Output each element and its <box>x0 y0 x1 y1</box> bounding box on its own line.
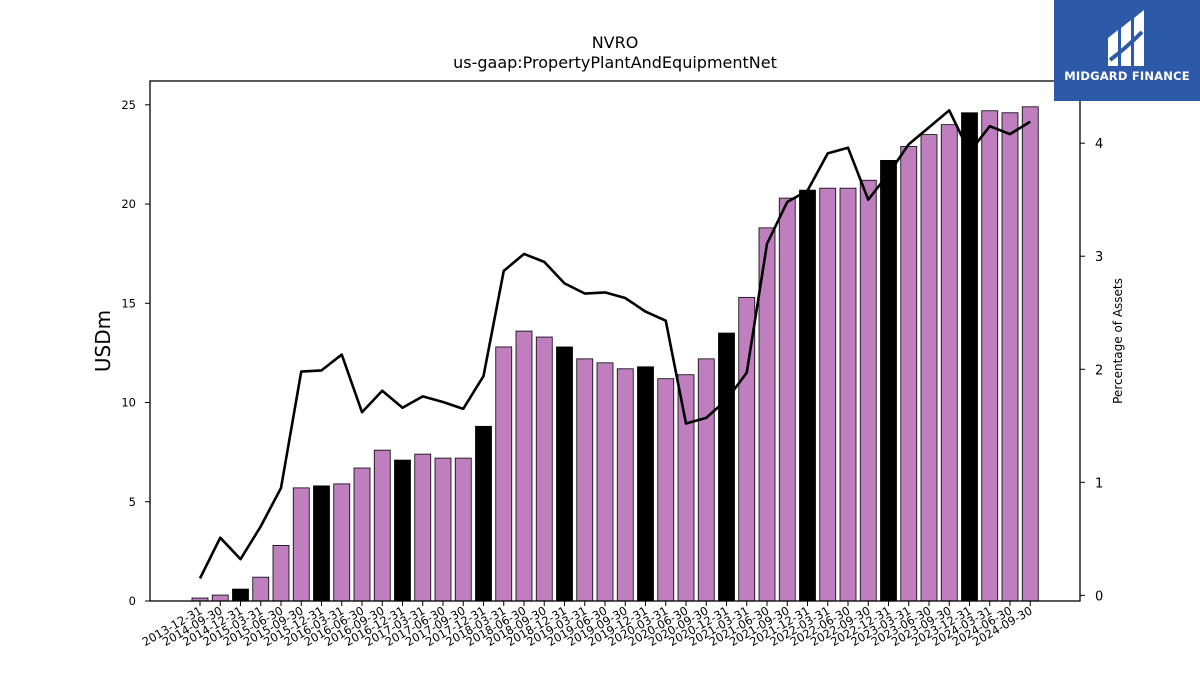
bar-2018-03-31 <box>495 346 513 602</box>
bar-2015-03-31 <box>252 576 270 602</box>
bar-2019-03-31 <box>576 358 594 602</box>
bar-2022-03-31 <box>819 187 837 602</box>
bar-2020-06-30 <box>677 374 695 602</box>
bar-2024-03-31 <box>981 110 999 602</box>
bar-2023-12-31 <box>961 112 978 602</box>
logo-mark-icon <box>1108 10 1144 66</box>
bar-2019-12-31 <box>637 366 654 602</box>
axes <box>145 80 1085 606</box>
bar-2024-06-30 <box>1001 112 1019 602</box>
y2-tick-label: 4 <box>1095 137 1103 152</box>
bar-2020-12-31 <box>718 332 735 602</box>
bar-2021-12-31 <box>799 189 816 602</box>
y2-tick-label: 1 <box>1095 476 1103 491</box>
bar-2015-09-30 <box>292 487 310 602</box>
bar-2014-12-31 <box>232 588 249 602</box>
bar-2016-09-30 <box>373 449 391 602</box>
bar-2019-06-30 <box>596 362 614 602</box>
logo-text: MIDGARD FINANCE <box>1064 69 1190 83</box>
y-tick-label: 0 <box>129 594 136 608</box>
bar-2018-12-31 <box>556 346 573 602</box>
plot-frame <box>149 80 1081 602</box>
bar-2024-09-30 <box>1021 106 1039 602</box>
y-tick-label: 5 <box>129 495 136 509</box>
y2-tick-label: 0 <box>1095 589 1103 604</box>
bar-2017-06-30 <box>434 457 452 602</box>
bar-2018-06-30 <box>515 330 533 602</box>
y-tick-label: 10 <box>121 396 136 410</box>
bar-series <box>191 106 1039 602</box>
bar-2017-03-31 <box>414 453 432 602</box>
midgard-finance-logo: MIDGARD FINANCE <box>1054 0 1200 101</box>
line-percentage-of-assets <box>198 109 1031 579</box>
y2-tick-label: 2 <box>1095 363 1103 378</box>
bar-2023-09-30 <box>940 124 958 602</box>
bar-2015-06-30 <box>272 545 290 602</box>
bar-2015-12-31 <box>313 485 330 602</box>
bar-2022-09-30 <box>859 179 877 602</box>
bar-2023-03-31 <box>900 146 918 602</box>
y2-axis-label: Percentage of Assets <box>1111 278 1125 404</box>
bar-2020-03-31 <box>657 378 675 602</box>
bar-2022-06-30 <box>839 187 857 602</box>
y-tick-label: 25 <box>121 98 136 112</box>
bar-2017-12-31 <box>475 425 492 602</box>
line-series-layer <box>198 109 1031 579</box>
chart-title: NVRO <box>592 33 639 52</box>
bar-2016-03-31 <box>333 483 351 602</box>
bar-2016-12-31 <box>394 459 411 602</box>
chart-subtitle: us-gaap:PropertyPlantAndEquipmentNet <box>453 53 777 72</box>
y2-tick-label: 3 <box>1095 250 1103 265</box>
bar-2020-09-30 <box>697 358 715 602</box>
bar-2019-09-30 <box>616 368 634 602</box>
y-tick-label: 20 <box>121 197 136 211</box>
bar-2023-06-30 <box>920 134 938 602</box>
y-axis-label: USDm <box>91 310 115 372</box>
bar-2014-09-30 <box>211 594 229 602</box>
bar-2016-06-30 <box>353 467 371 602</box>
bar-2018-09-30 <box>535 336 553 602</box>
bar-2021-09-30 <box>778 197 796 602</box>
bar-2017-09-30 <box>454 457 472 602</box>
bar-2022-12-31 <box>880 159 897 602</box>
y-tick-label: 15 <box>121 296 136 310</box>
